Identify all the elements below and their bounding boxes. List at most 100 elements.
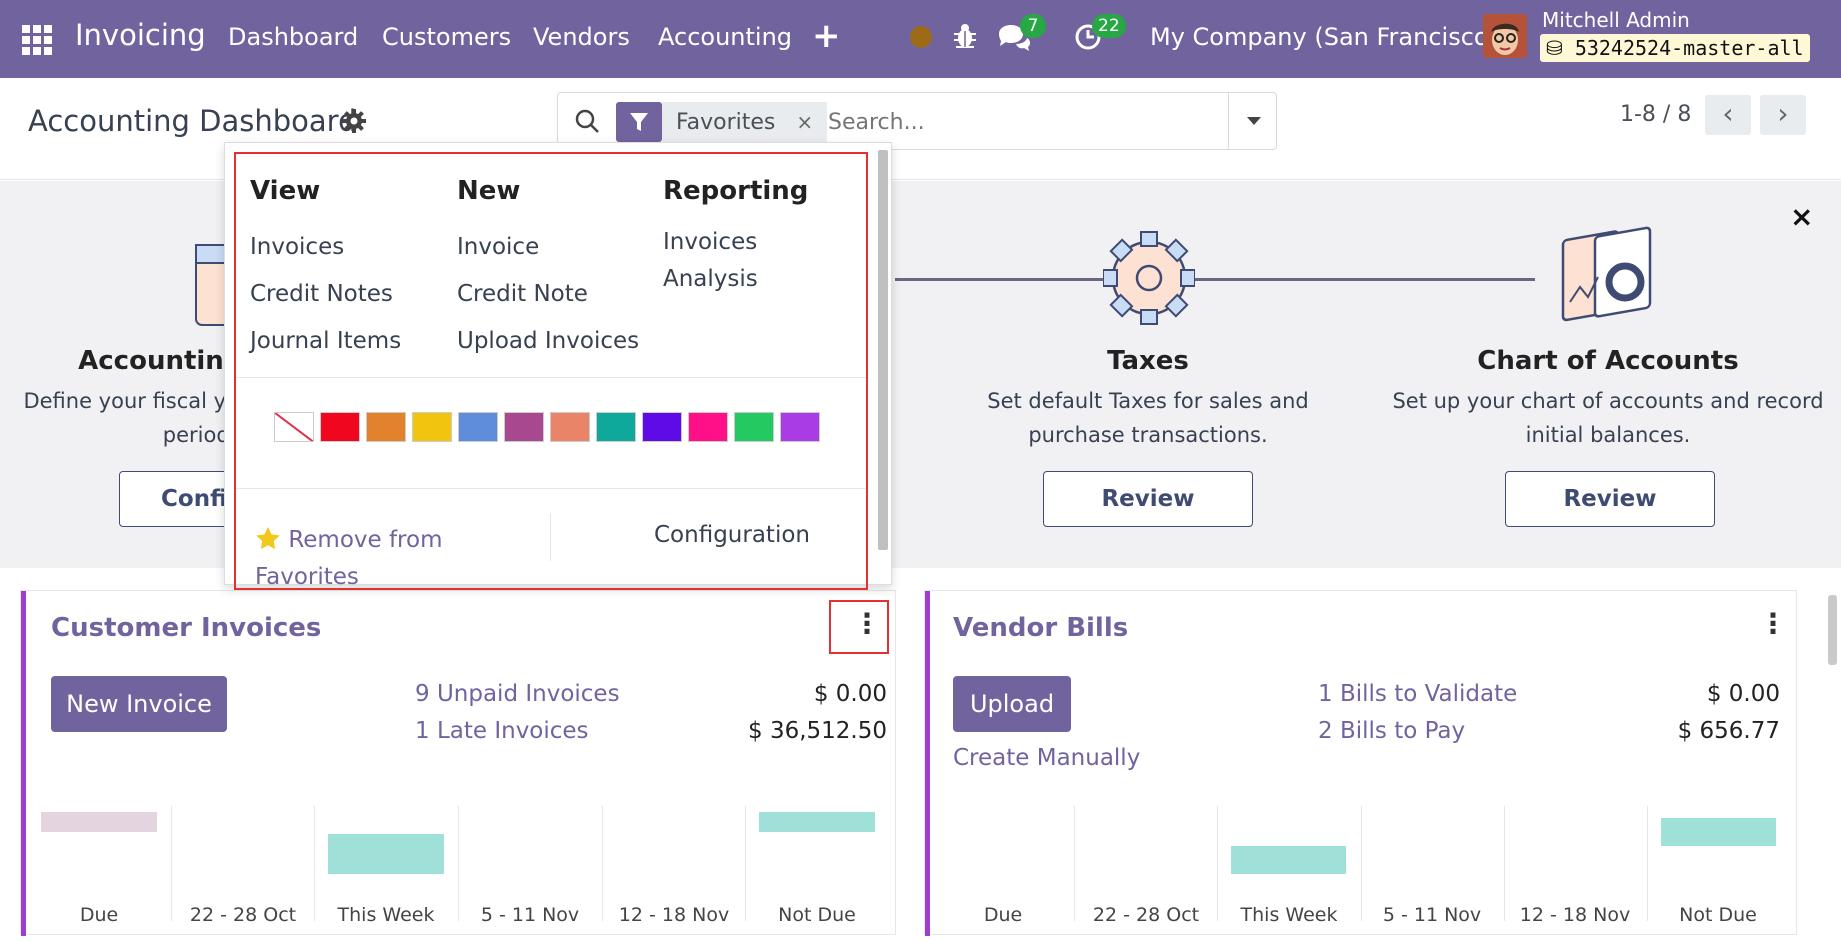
company-switcher[interactable]: My Company (San Francisco) [1150, 23, 1498, 51]
color-swatch[interactable] [688, 412, 728, 442]
dropdown-new-section: New Invoice Credit Note Upload Invoices [457, 176, 639, 365]
graph-x-label: 22 - 28 Oct [189, 904, 297, 926]
step-title: Taxes [1107, 346, 1189, 376]
card-title[interactable]: Customer Invoices [51, 613, 322, 643]
unpaid-invoices-link[interactable]: 9 Unpaid Invoices [415, 681, 620, 707]
new-invoice-button[interactable]: New Invoice [51, 676, 227, 732]
graph-bar-this-week[interactable] [1231, 846, 1346, 874]
graph-bar-due[interactable] [41, 812, 157, 832]
user-name[interactable]: Mitchell Admin [1542, 8, 1690, 32]
gear-illustration-icon [1103, 231, 1195, 325]
status-dot-icon[interactable] [910, 26, 932, 48]
graph-x-label: 5 - 11 Nov [480, 904, 580, 926]
new-invoice-link[interactable]: Invoice [457, 234, 540, 260]
graph-x-label: 12 - 18 Nov [1519, 904, 1631, 926]
page-scrollbar[interactable] [1826, 575, 1839, 941]
color-swatch[interactable] [320, 412, 360, 442]
color-swatch[interactable] [412, 412, 452, 442]
color-swatch[interactable] [550, 412, 590, 442]
quick-create-plus-icon[interactable]: + [812, 16, 841, 56]
facet-remove-icon[interactable]: × [796, 110, 814, 134]
view-journal-items-link[interactable]: Journal Items [250, 328, 402, 354]
color-swatch[interactable] [504, 412, 544, 442]
color-swatch[interactable] [366, 412, 406, 442]
graph-gridline [1074, 806, 1075, 921]
color-swatch[interactable] [734, 412, 774, 442]
late-invoices-link[interactable]: 1 Late Invoices [415, 718, 589, 744]
configuration-link[interactable]: Configuration [654, 522, 810, 548]
menu-dashboard[interactable]: Dashboard [228, 23, 359, 51]
graph-bar-not-due[interactable] [759, 812, 875, 832]
color-swatch[interactable] [642, 412, 682, 442]
user-avatar[interactable] [1483, 14, 1527, 58]
dropdown-divider [236, 488, 866, 489]
invoices-analysis-link[interactable]: Invoices Analysis [663, 229, 758, 292]
graph-x-label: This Week [1240, 904, 1338, 926]
graph-x-label: 12 - 18 Nov [618, 904, 730, 926]
remove-from-favorites-link[interactable]: Remove from Favorites [255, 522, 485, 596]
chart-of-accounts-review-button[interactable]: Review [1505, 471, 1715, 527]
upload-invoices-link[interactable]: Upload Invoices [457, 328, 640, 354]
scrollbar-thumb[interactable] [1828, 595, 1837, 665]
bills-to-pay-link[interactable]: 2 Bills to Pay [1318, 718, 1466, 744]
create-manually-link[interactable]: Create Manually [953, 745, 1141, 771]
pager-value[interactable]: 1-8 / 8 [1620, 102, 1692, 127]
card-menu-kebab-icon[interactable]: ⋮ [1759, 607, 1787, 640]
color-swatch[interactable] [458, 412, 498, 442]
messages-count-badge: 7 [1020, 14, 1046, 38]
database-tag: ⛁ 53242524-master-all [1540, 34, 1810, 62]
card-menu-kebab-icon[interactable]: ⋮ [853, 607, 881, 640]
page-title: Accounting Dashboard [28, 104, 357, 138]
database-icon: ⛁ [1546, 36, 1563, 60]
facet-label: Favorites [676, 110, 776, 135]
search-input[interactable] [826, 105, 1146, 139]
onboarding-timeline [895, 278, 1535, 281]
taxes-review-button[interactable]: Review [1043, 471, 1253, 527]
dropdown-footer-divider [550, 513, 551, 561]
graph-gridline [171, 806, 172, 921]
new-credit-note-link[interactable]: Credit Note [457, 281, 588, 307]
view-credit-notes-link[interactable]: Credit Notes [250, 281, 393, 307]
search-options-toggle[interactable] [1228, 93, 1278, 149]
activities-button[interactable]: 22 [1074, 14, 1126, 56]
messages-button[interactable]: 7 [996, 14, 1046, 56]
graph-gridline [458, 806, 459, 921]
graph-bar-not-due[interactable] [1661, 818, 1776, 846]
card-accent-bar [925, 591, 930, 936]
debug-bug-icon[interactable] [952, 22, 978, 50]
pager-previous-button[interactable]: ‹ [1705, 95, 1751, 135]
bills-to-validate-amount: $ 0.00 [1706, 681, 1780, 707]
color-swatch[interactable] [596, 412, 636, 442]
avatar-face-icon [1483, 14, 1527, 58]
menu-accounting[interactable]: Accounting [658, 23, 793, 51]
graph-gridline [1217, 806, 1218, 921]
view-heading: View [250, 176, 321, 206]
dropdown-scrollbar[interactable] [878, 150, 888, 550]
graph-x-label: Due [79, 904, 119, 926]
database-name: 53242524-master-all [1574, 36, 1804, 60]
graph-x-label: 22 - 28 Oct [1092, 904, 1200, 926]
pager-next-button[interactable]: › [1760, 95, 1806, 135]
graph-x-label: This Week [337, 904, 435, 926]
graph-gridline [602, 806, 603, 921]
bills-to-pay-amount: $ 656.77 [1677, 718, 1780, 744]
app-grid-icon[interactable] [22, 25, 52, 55]
bills-to-validate-link[interactable]: 1 Bills to Validate [1318, 681, 1518, 707]
menu-customers[interactable]: Customers [382, 23, 512, 51]
color-swatch[interactable] [780, 412, 820, 442]
graph-bar-this-week[interactable] [328, 834, 444, 874]
color-swatch-none[interactable] [274, 412, 314, 442]
gear-icon[interactable] [341, 108, 367, 134]
step-description: Set up your chart of accounts and record… [1392, 389, 1824, 447]
activities-count-badge: 22 [1092, 14, 1126, 38]
search-panel: Favorites × [557, 92, 1277, 150]
close-banner-icon[interactable]: × [1790, 200, 1814, 233]
search-icon[interactable] [574, 108, 600, 134]
card-title[interactable]: Vendor Bills [953, 613, 1129, 643]
menu-vendors[interactable]: Vendors [533, 23, 630, 51]
view-invoices-link[interactable]: Invoices [250, 234, 345, 260]
step-taxes: Taxes Set default Taxes for sales and pu… [938, 346, 1358, 452]
filter-facet-icon [616, 102, 662, 142]
app-name[interactable]: Invoicing [75, 18, 206, 52]
upload-button[interactable]: Upload [953, 676, 1071, 732]
